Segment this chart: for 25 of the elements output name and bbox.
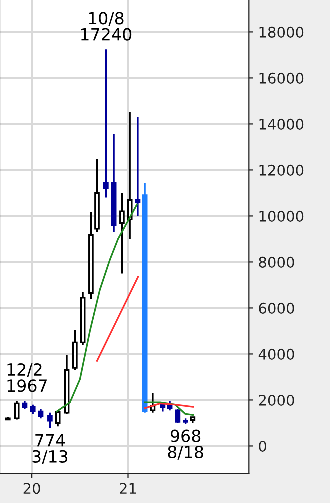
y-tick-label: 18000 [260,26,304,38]
y-tick-label: 10000 [260,210,304,222]
candlestick [14,400,20,421]
y-tick-label: 0 [259,440,266,452]
y-tick-label: 6000 [259,302,294,314]
annotation: 968 8/18 [168,430,204,460]
candlestick [30,404,36,415]
candlestick [104,48,109,199]
candlestick [135,116,141,218]
y-tick-label: 16000 [260,72,304,84]
annotation: 774 3/13 [32,434,68,464]
y-tick-label: 8000 [259,256,294,268]
annotation: 10/8 17240 [82,12,132,41]
candlestick [127,111,133,240]
x-tick-label: 20 [24,483,40,494]
y-tick-label: 12000 [260,164,304,176]
candlestick [55,410,61,428]
candlestick [120,192,125,275]
y-tick-label: 2000 [259,394,294,406]
y-tick-label: 14000 [260,118,304,130]
candlestick [48,412,53,430]
x-tick-label: 21 [120,483,136,494]
annotation: 12/2 1967 [8,363,47,392]
candlestick [38,408,44,420]
y-tick-label: 4000 [258,348,294,360]
